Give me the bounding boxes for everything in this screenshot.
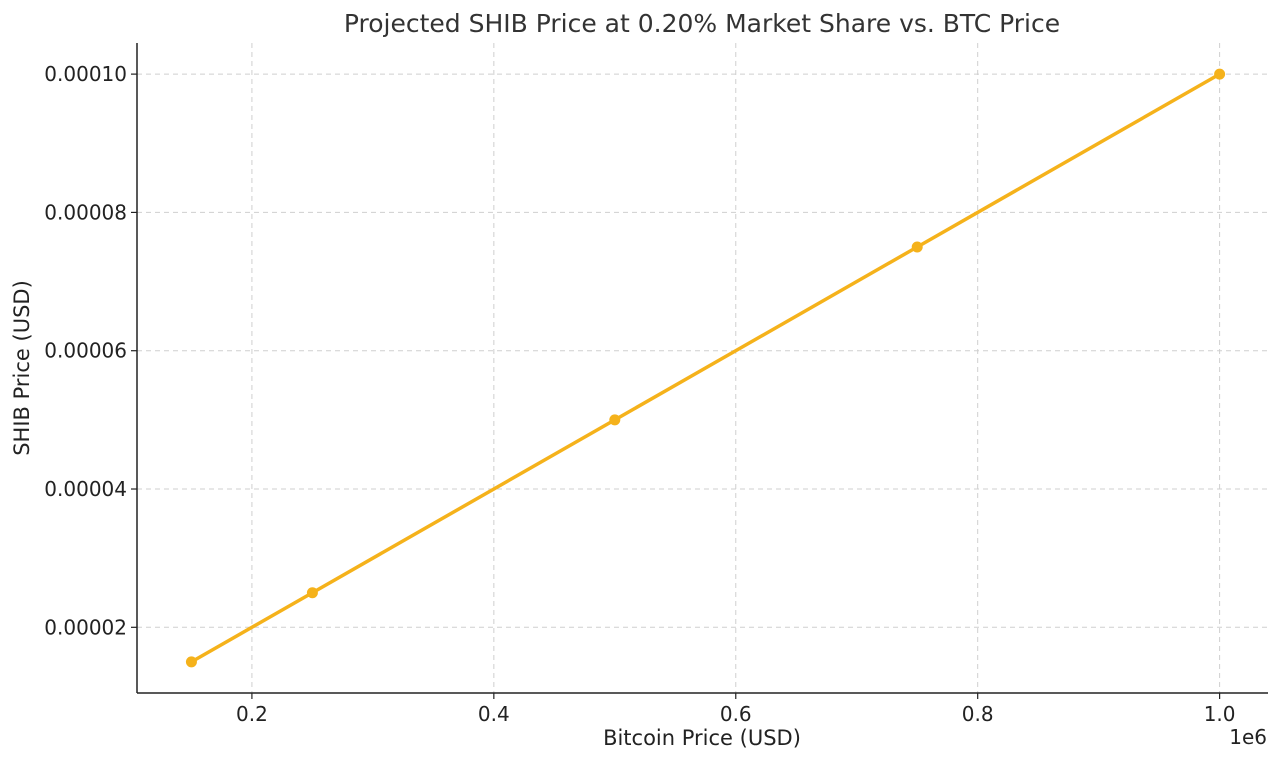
y-axis-ticks: 0.00002 0.00004 0.00006 0.00008 0.00010 (44, 62, 137, 639)
data-point (306, 587, 318, 599)
x-tick-label: 0.6 (720, 702, 752, 726)
axes (136, 43, 1268, 694)
y-tick-label: 0.00010 (44, 62, 127, 86)
grid (137, 43, 1268, 693)
data-point (185, 656, 197, 668)
x-tick-label: 1.0 (1204, 702, 1236, 726)
data-point (609, 414, 621, 426)
chart-title: Projected SHIB Price at 0.20% Market Sha… (344, 9, 1060, 38)
series (185, 68, 1226, 668)
data-point (1214, 68, 1226, 80)
series-line (189, 72, 1222, 664)
x-axis-label: Bitcoin Price (USD) (603, 726, 801, 750)
data-point (911, 241, 923, 253)
x-tick-label: 0.2 (236, 702, 268, 726)
x-axis-offset-label: 1e6 (1229, 725, 1267, 749)
y-tick-label: 0.00006 (44, 339, 127, 363)
y-axis-label: SHIB Price (USD) (10, 280, 34, 456)
y-tick-label: 0.00004 (44, 477, 127, 501)
y-tick-label: 0.00008 (44, 200, 127, 224)
x-axis-ticks: 0.2 0.4 0.6 0.8 1.0 (236, 693, 1236, 726)
y-tick-label: 0.00002 (44, 615, 127, 639)
x-tick-label: 0.4 (478, 702, 510, 726)
x-tick-label: 0.8 (962, 702, 994, 726)
